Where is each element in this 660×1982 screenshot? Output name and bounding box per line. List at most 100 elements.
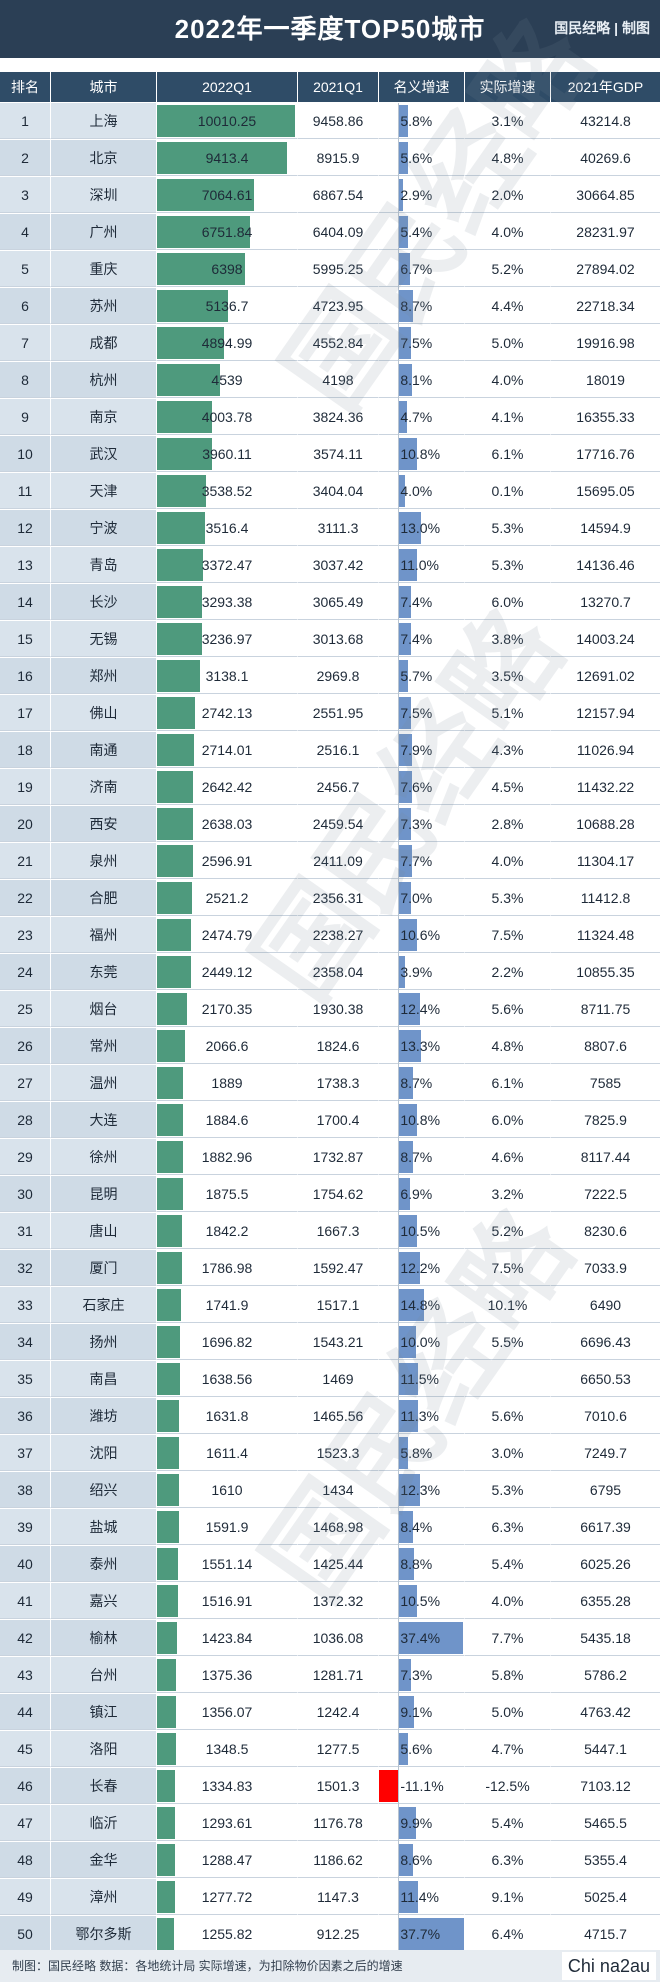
rank-cell: 20 (0, 806, 51, 842)
q1-2022-cell: 1348.5 (157, 1731, 298, 1767)
nominal-cell: 11.3% (379, 1398, 465, 1434)
nominal-cell: 10.8% (379, 436, 465, 472)
nominal-value: 8.6% (400, 1852, 433, 1868)
nominal-value: 7.4% (400, 594, 433, 610)
q1-2021-cell: 2551.95 (298, 695, 379, 731)
real-cell: 5.5% (465, 1324, 551, 1360)
table-row: 4 广州 6751.84 6404.09 5.4% 4.0% 28231.97 (0, 214, 660, 251)
nominal-bar (398, 475, 406, 507)
nominal-cell: 8.7% (379, 1139, 465, 1175)
nominal-value: 11.0% (400, 557, 439, 573)
header-gdp-2021: 2021年GDP (551, 72, 660, 102)
q1-2022-value: 3293.38 (201, 594, 253, 610)
table-row: 28 大连 1884.6 1700.4 10.8% 6.0% 7825.9 (0, 1102, 660, 1139)
nominal-cell: 7.9% (379, 732, 465, 768)
real-cell: 4.3% (465, 732, 551, 768)
q1-2022-value: 1423.84 (201, 1630, 253, 1646)
q1-2022-cell: 2066.6 (157, 1028, 298, 1064)
q1-2022-bar (157, 105, 295, 137)
table-row: 44 镇江 1356.07 1242.4 9.1% 5.0% 4763.42 (0, 1694, 660, 1731)
real-cell (465, 1361, 551, 1397)
q1-2022-bar (157, 475, 206, 507)
city-cell: 天津 (51, 473, 157, 509)
gdp-2021-cell: 12691.02 (551, 658, 660, 694)
table-row: 25 烟台 2170.35 1930.38 12.4% 5.6% 8711.75 (0, 991, 660, 1028)
table-row: 40 泰州 1551.14 1425.44 8.8% 5.4% 6025.26 (0, 1546, 660, 1583)
q1-2022-cell: 1842.2 (157, 1213, 298, 1249)
table-row: 15 无锡 3236.97 3013.68 7.4% 3.8% 14003.24 (0, 621, 660, 658)
q1-2022-cell: 1288.47 (157, 1842, 298, 1878)
rank-cell: 50 (0, 1916, 51, 1952)
real-cell: 6.1% (465, 1065, 551, 1101)
city-cell: 台州 (51, 1657, 157, 1693)
gdp-2021-cell: 14594.9 (551, 510, 660, 546)
table-row: 9 南京 4003.78 3824.36 4.7% 4.1% 16355.33 (0, 399, 660, 436)
city-cell: 佛山 (51, 695, 157, 731)
real-cell: 5.0% (465, 1694, 551, 1730)
gdp-2021-cell: 11304.17 (551, 843, 660, 879)
q1-2022-cell: 1889 (157, 1065, 298, 1101)
nominal-bar (398, 1030, 422, 1062)
q1-2022-bar (157, 1474, 180, 1506)
table-row: 49 漳州 1277.72 1147.3 11.4% 9.1% 5025.4 (0, 1879, 660, 1916)
nominal-cell: 11.5% (379, 1361, 465, 1397)
nominal-bar (398, 845, 412, 877)
table-row: 24 东莞 2449.12 2358.04 3.9% 2.2% 10855.35 (0, 954, 660, 991)
rank-cell: 15 (0, 621, 51, 657)
q1-2022-bar (157, 1067, 184, 1099)
q1-2022-cell: 10010.25 (157, 103, 298, 139)
table-row: 32 厦门 1786.98 1592.47 12.2% 7.5% 7033.9 (0, 1250, 660, 1287)
nominal-cell: -11.1% (379, 1768, 465, 1804)
nominal-cell: 8.1% (379, 362, 465, 398)
nominal-bar (398, 808, 412, 840)
q1-2022-cell: 3516.4 (157, 510, 298, 546)
city-cell: 厦门 (51, 1250, 157, 1286)
rank-cell: 9 (0, 399, 51, 435)
nominal-bar (398, 1696, 415, 1728)
city-cell: 深圳 (51, 177, 157, 213)
gdp-2021-cell: 4763.42 (551, 1694, 660, 1730)
table-row: 45 洛阳 1348.5 1277.5 5.6% 4.7% 5447.1 (0, 1731, 660, 1768)
city-cell: 嘉兴 (51, 1583, 157, 1619)
q1-2021-cell: 4552.84 (298, 325, 379, 361)
q1-2022-cell: 2449.12 (157, 954, 298, 990)
q1-2022-value: 2714.01 (201, 742, 253, 758)
rank-cell: 23 (0, 917, 51, 953)
real-cell: 4.7% (465, 1731, 551, 1767)
q1-2022-value: 2638.03 (201, 816, 253, 832)
table-row: 1 上海 10010.25 9458.86 5.8% 3.1% 43214.8 (0, 103, 660, 140)
nominal-bar (398, 1363, 419, 1395)
q1-2021-cell: 1523.3 (298, 1435, 379, 1471)
q1-2022-cell: 1610 (157, 1472, 298, 1508)
city-cell: 长春 (51, 1768, 157, 1804)
city-cell: 上海 (51, 103, 157, 139)
header-q1-2021: 2021Q1 (298, 72, 378, 102)
nominal-cell: 5.6% (379, 140, 465, 176)
city-cell: 成都 (51, 325, 157, 361)
gdp-2021-cell: 22718.34 (551, 288, 660, 324)
real-cell: 5.8% (465, 1657, 551, 1693)
rank-cell: 44 (0, 1694, 51, 1730)
q1-2022-bar (157, 697, 195, 729)
city-cell: 西安 (51, 806, 157, 842)
rank-cell: 24 (0, 954, 51, 990)
nominal-cell: 4.7% (379, 399, 465, 435)
nominal-value: 14.8% (400, 1297, 441, 1313)
gdp-2021-cell: 14136.46 (551, 547, 660, 583)
q1-2022-bar (157, 623, 202, 655)
rank-cell: 10 (0, 436, 51, 472)
nominal-cell: 10.6% (379, 917, 465, 953)
q1-2021-cell: 1036.08 (298, 1620, 379, 1656)
rank-cell: 17 (0, 695, 51, 731)
table-row: 35 南昌 1638.56 1469 11.5% 6650.53 (0, 1361, 660, 1398)
q1-2021-cell: 1501.3 (298, 1768, 379, 1804)
q1-2022-bar (157, 1511, 179, 1543)
nominal-value: 8.8% (400, 1556, 433, 1572)
q1-2022-value: 9413.4 (205, 150, 249, 166)
q1-2022-bar (157, 1104, 183, 1136)
q1-2021-cell: 2356.31 (298, 880, 379, 916)
gdp-2021-cell: 5435.18 (551, 1620, 660, 1656)
q1-2022-cell: 2596.91 (157, 843, 298, 879)
q1-2022-cell: 1375.36 (157, 1657, 298, 1693)
q1-2022-bar (157, 1400, 180, 1432)
